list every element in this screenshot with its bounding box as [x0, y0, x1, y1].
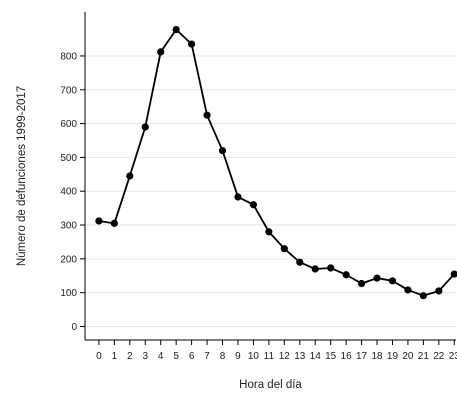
- axes: [84, 12, 456, 341]
- y-tick-label: 700: [60, 85, 77, 96]
- x-tick-label: 22: [433, 351, 445, 362]
- data-point: [126, 172, 134, 180]
- x-tick-label: 2: [127, 351, 133, 362]
- y-tick-label: 500: [60, 153, 77, 164]
- y-axis-label: Número de defunciones 1999-2017: [16, 86, 28, 266]
- x-tick-label: 5: [173, 351, 179, 362]
- x-tick-label: 3: [142, 351, 148, 362]
- x-tick-label: 11: [264, 351, 275, 362]
- x-tick-label: 18: [371, 351, 383, 362]
- data-point: [327, 264, 335, 272]
- x-axis-label: Hora del día: [239, 379, 302, 391]
- x-tick-label: 9: [235, 351, 241, 362]
- y-tick-label: 400: [60, 187, 77, 198]
- y-tick-label: 100: [60, 288, 77, 299]
- x-tick-label: 8: [220, 351, 226, 362]
- data-point: [172, 25, 180, 34]
- x-tick-label: 6: [189, 351, 195, 362]
- data-point: [280, 245, 288, 253]
- data-point: [342, 271, 350, 279]
- x-tick-label: 12: [279, 351, 291, 362]
- y-axis-ticks: 0 100 200 300 400 500 600 700 800: [60, 51, 85, 333]
- data-point: [388, 277, 397, 285]
- data-point: [265, 228, 273, 236]
- x-tick-label: 7: [204, 351, 210, 362]
- x-tick-label: 19: [387, 351, 399, 362]
- x-tick-label: 15: [325, 351, 337, 362]
- data-point: [357, 279, 366, 288]
- data-point: [218, 147, 227, 155]
- data-point: [95, 217, 103, 225]
- y-tick-label: 0: [71, 322, 77, 333]
- x-tick-label: 17: [356, 351, 368, 362]
- data-point: [296, 258, 304, 266]
- data-point: [141, 123, 149, 131]
- y-tick-label: 300: [60, 221, 77, 232]
- data-point: [188, 40, 196, 48]
- x-tick-label: 0: [96, 351, 102, 362]
- x-tick-label: 1: [112, 351, 118, 362]
- data-point: [157, 48, 165, 56]
- y-tick-label: 600: [60, 119, 77, 130]
- x-tick-label: 14: [310, 351, 322, 362]
- series-line: [98, 28, 455, 297]
- data-point: [450, 270, 457, 278]
- data-point: [311, 265, 319, 273]
- data-point: [419, 292, 427, 300]
- y-tick-label: 200: [60, 254, 77, 265]
- x-tick-label: 13: [294, 351, 306, 362]
- y-tick-label: 800: [60, 51, 77, 62]
- data-point: [435, 287, 443, 295]
- x-tick-label: 16: [341, 351, 353, 362]
- x-tick-label: 21: [418, 351, 430, 362]
- x-tick-label: 20: [402, 351, 414, 362]
- data-point: [234, 193, 242, 201]
- series: [95, 25, 457, 300]
- data-point: [203, 111, 211, 119]
- data-point: [373, 274, 381, 282]
- data-point: [110, 219, 118, 227]
- x-tick-label: 4: [158, 351, 164, 362]
- x-axis-ticks: 01234567891011121314151617181920212223: [96, 340, 457, 362]
- data-point: [404, 286, 412, 294]
- x-tick-label: 10: [248, 351, 260, 362]
- x-tick-label: 23: [449, 351, 457, 362]
- data-point: [249, 201, 258, 209]
